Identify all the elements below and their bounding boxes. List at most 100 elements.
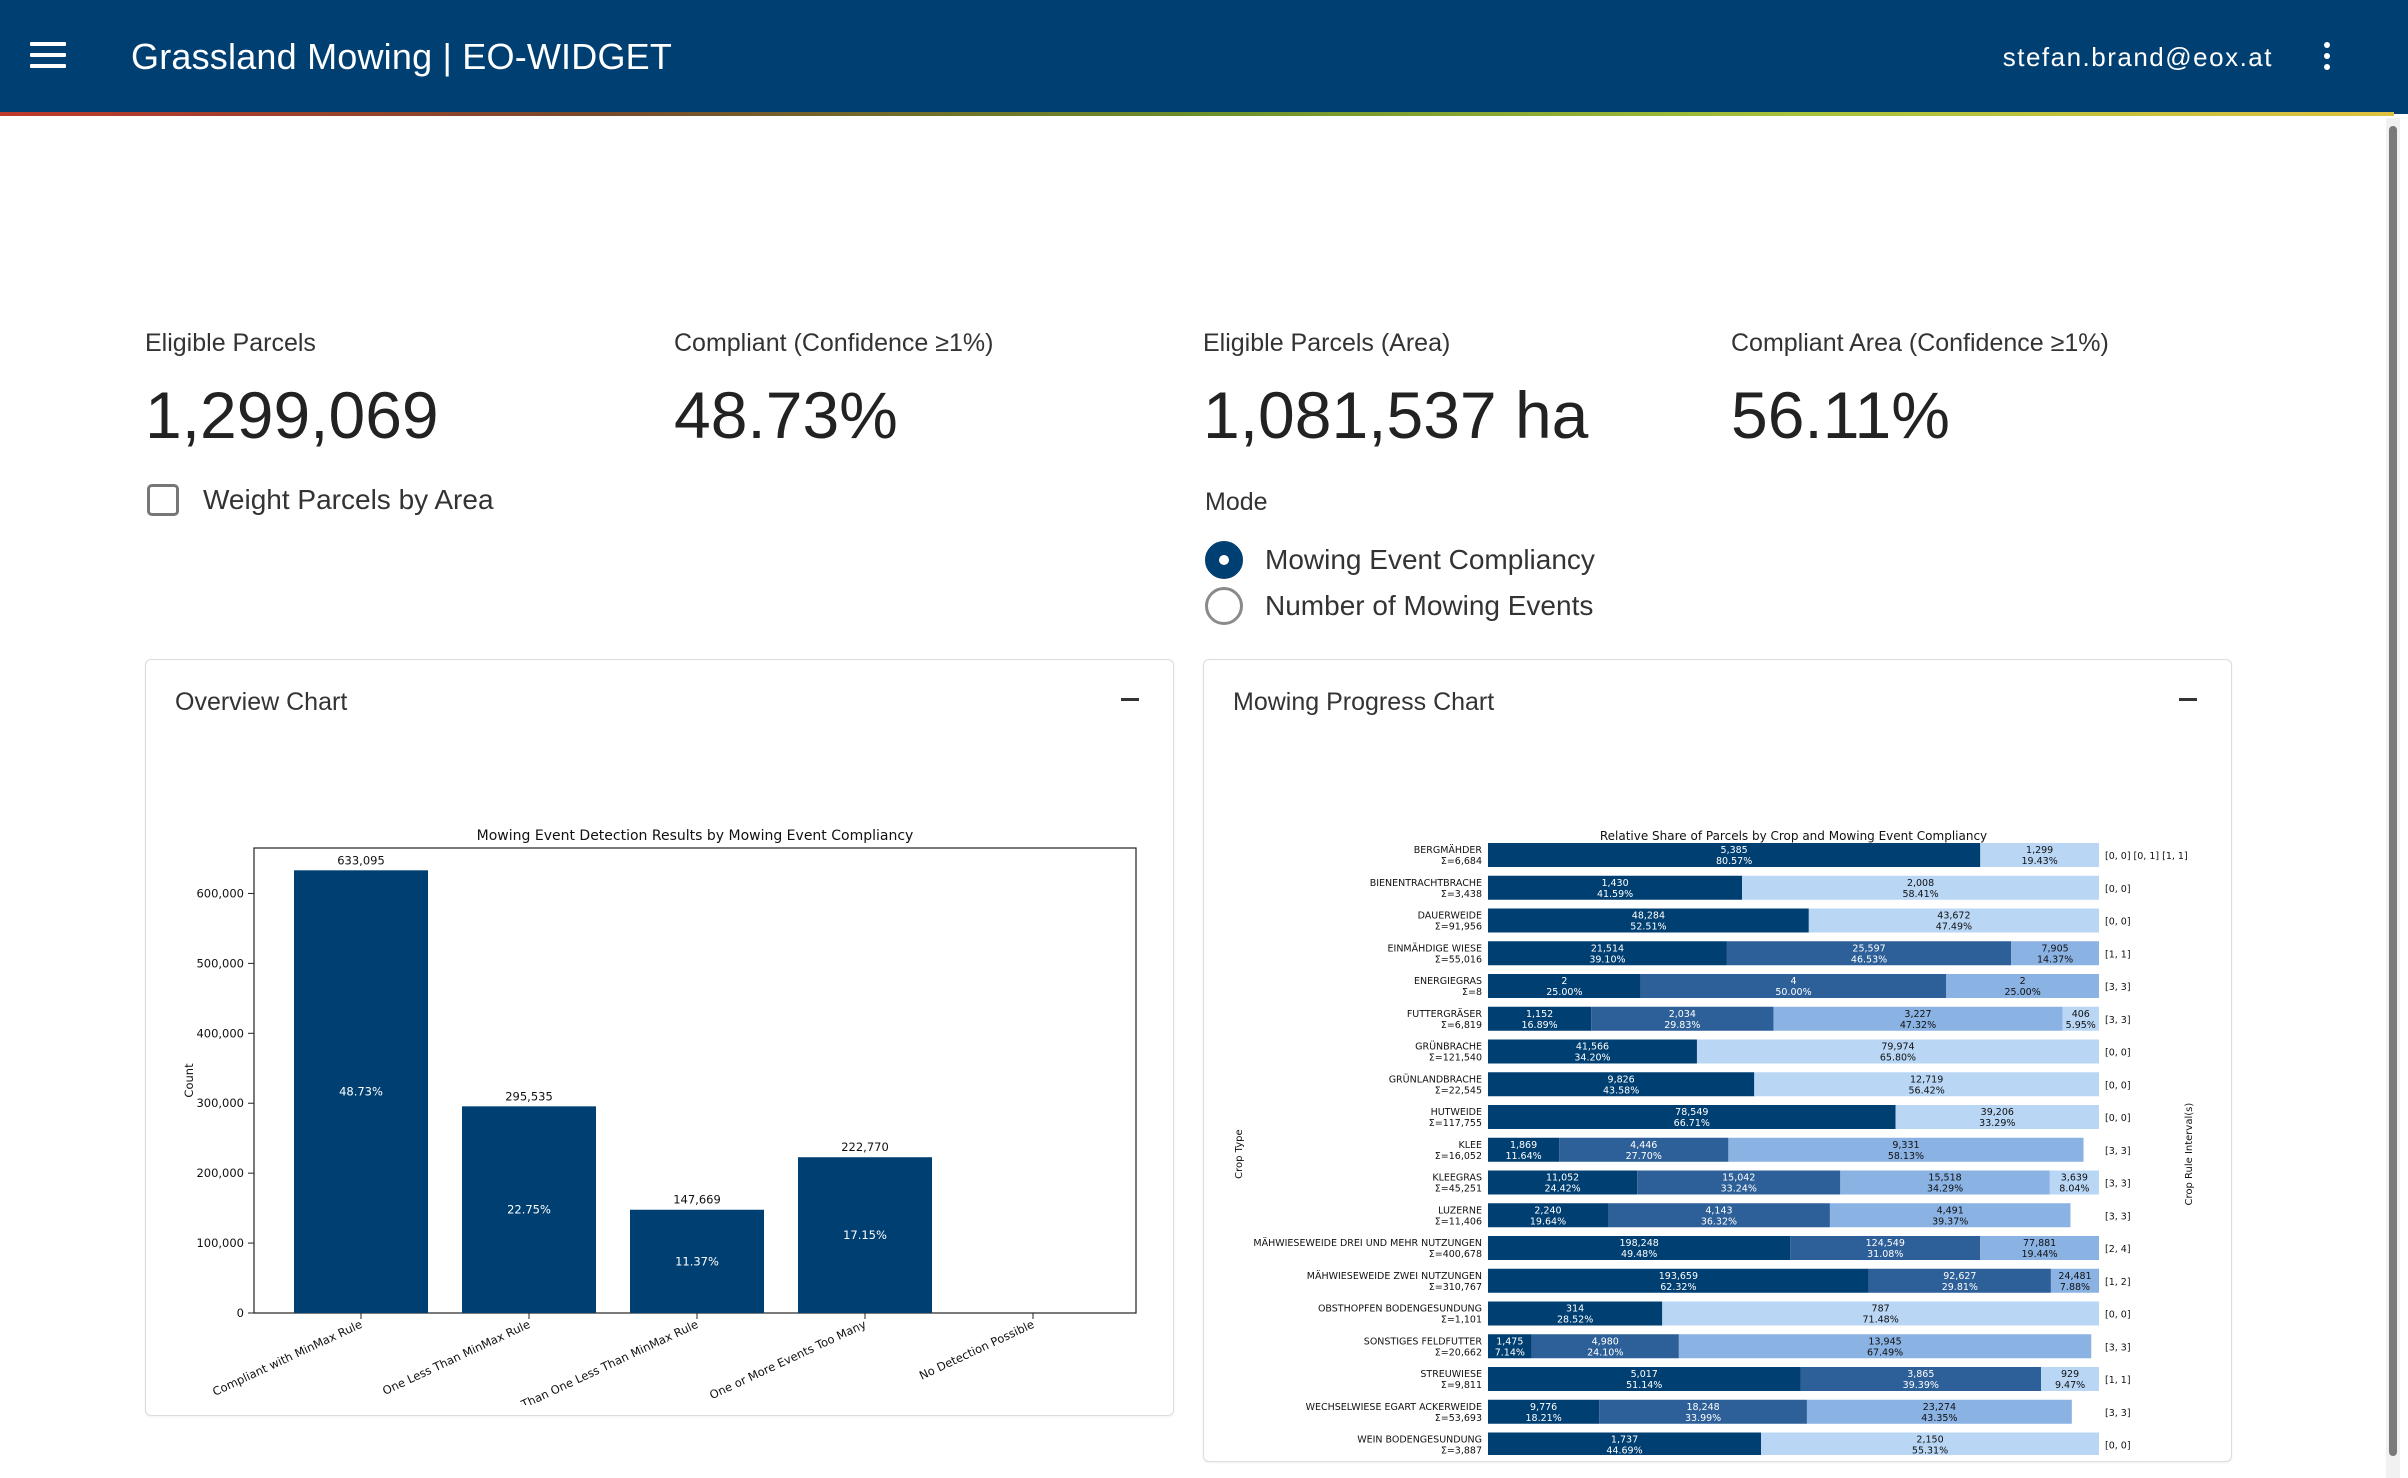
segment-percent-label: 33.99% [1685, 1413, 1721, 1424]
crop-interval-label: [3, 3] [2105, 1211, 2131, 1222]
stack-segment [1488, 1268, 1869, 1293]
crop-total-label: Σ=91,956 [1435, 922, 1482, 933]
crop-interval-label: [3, 3] [2105, 982, 2131, 993]
crop-total-label: Σ=1,101 [1441, 1315, 1482, 1326]
segment-percent-label: 39.10% [1589, 954, 1625, 965]
segment-count-label: 9,331 [1892, 1140, 1919, 1151]
mode-option-number-events[interactable]: Number of Mowing Events [1205, 587, 1593, 625]
crop-total-label: Σ=45,251 [1435, 1184, 1482, 1195]
segment-count-label: 3,865 [1907, 1369, 1934, 1380]
minimize-icon[interactable] [1121, 698, 1139, 701]
segment-count-label: 24,481 [2058, 1271, 2091, 1282]
bar-percent-label: 11.37% [675, 1254, 719, 1268]
menu-icon[interactable] [30, 42, 66, 70]
crop-interval-label: [0, 0] [2105, 884, 2131, 895]
stack-segment [2049, 1170, 2099, 1195]
stack-segment [1868, 1268, 2051, 1293]
segment-count-label: 1,152 [1526, 1009, 1553, 1020]
user-email[interactable]: stefan.brand@eox.at [2002, 42, 2273, 72]
segment-count-label: 9,776 [1530, 1402, 1557, 1413]
crop-label: WEIN BODENGESUNDUNG [1357, 1435, 1482, 1446]
crop-total-label: Σ=9,811 [1441, 1380, 1482, 1391]
segment-percent-label: 46.53% [1851, 954, 1887, 965]
radio-number-events[interactable] [1205, 587, 1243, 625]
crop-total-label: Σ=6,684 [1441, 856, 1482, 867]
segment-count-label: 78,549 [1675, 1107, 1708, 1118]
weight-by-area-label: Weight Parcels by Area [203, 484, 494, 515]
crop-label: HUTWEIDE [1431, 1107, 1482, 1118]
crop-total-label: Σ=11,406 [1435, 1216, 1482, 1227]
segment-percent-label: 25.00% [2005, 987, 2041, 998]
segment-percent-label: 55.31% [1912, 1446, 1948, 1456]
crop-interval-label: [3, 3] [2105, 1408, 2131, 1419]
weight-by-area-checkbox[interactable] [147, 484, 179, 516]
stack-segment [1488, 974, 1641, 998]
stack-segment [1488, 1432, 1762, 1455]
y-tick-label: 0 [237, 1306, 244, 1320]
stack-segment [2062, 1006, 2099, 1031]
segment-count-label: 2 [1561, 976, 1567, 987]
stack-segment [1806, 1399, 2072, 1424]
segment-percent-label: 7.14% [1495, 1347, 1525, 1358]
more-vert-icon[interactable] [2322, 42, 2332, 72]
stack-segment [1790, 1236, 1981, 1260]
crop-interval-label: [0, 0] [2105, 1441, 2131, 1452]
stat-label: Eligible Parcels [145, 329, 316, 357]
stack-segment [1742, 875, 2099, 900]
crop-total-label: Σ=53,693 [1435, 1413, 1482, 1424]
segment-count-label: 13,945 [1868, 1336, 1901, 1347]
scrollbar[interactable] [2386, 118, 2400, 1478]
segment-count-label: 1,430 [1601, 878, 1628, 889]
minimize-icon[interactable] [2179, 698, 2197, 701]
segment-count-label: 124,549 [1866, 1238, 1905, 1249]
crop-interval-label: [1, 2] [2105, 1277, 2131, 1288]
segment-count-label: 92,627 [1943, 1271, 1976, 1282]
scrollbar-thumb[interactable] [2389, 126, 2397, 1456]
segment-percent-label: 11.64% [1505, 1151, 1541, 1162]
radio-compliancy-label: Mowing Event Compliancy [1265, 544, 1595, 575]
crop-label: WECHSELWIESE EGART ACKERWEIDE [1306, 1402, 1482, 1413]
crop-interval-label: [0, 0] [2105, 1310, 2131, 1321]
stack-segment [1754, 1072, 2099, 1097]
bar [462, 1106, 596, 1313]
overview-card-title: Overview Chart [175, 688, 348, 716]
y-tick-label: 200,000 [196, 1166, 244, 1180]
mode-label: Mode [1205, 488, 1268, 516]
crop-label: GRÜNBRACHE [1415, 1042, 1482, 1053]
chart-title: Mowing Event Detection Results by Mowing… [477, 828, 914, 844]
stack-segment [2041, 1367, 2099, 1391]
segment-count-label: 12,719 [1910, 1074, 1943, 1085]
crop-total-label: Σ=3,887 [1441, 1446, 1482, 1456]
segment-count-label: 2,150 [1916, 1435, 1943, 1446]
stack-segment [1895, 1105, 2099, 1129]
mode-option-compliancy[interactable]: Mowing Event Compliancy [1205, 541, 1595, 579]
segment-percent-label: 14.37% [2037, 954, 2073, 965]
y2-axis-label: Crop Rule Interval(s) [2184, 1103, 2195, 1206]
segment-count-label: 15,518 [1928, 1173, 1961, 1184]
crop-label: OBSTHOPFEN BODENGESUNDUNG [1318, 1304, 1482, 1315]
stack-segment [1488, 1137, 1560, 1162]
crop-total-label: Σ=16,052 [1435, 1151, 1482, 1162]
segment-percent-label: 52.51% [1630, 922, 1666, 933]
y-axis-label: Crop Type [1234, 1129, 1245, 1179]
weight-by-area-checkbox-row[interactable]: Weight Parcels by Area [147, 484, 494, 516]
segment-count-label: 193,659 [1659, 1271, 1698, 1282]
segment-count-label: 41,566 [1576, 1042, 1609, 1053]
segment-percent-label: 25.00% [1546, 987, 1582, 998]
stack-segment [1488, 1399, 1600, 1424]
segment-count-label: 314 [1566, 1304, 1584, 1315]
segment-percent-label: 43.35% [1921, 1413, 1957, 1424]
stack-segment [1637, 1170, 1841, 1195]
segment-count-label: 5,385 [1721, 845, 1748, 856]
stack-segment [1761, 1432, 2099, 1455]
crop-label: GRÜNLANDBRACHE [1389, 1074, 1482, 1085]
segment-percent-label: 7.88% [2060, 1282, 2090, 1293]
segment-count-label: 1,299 [2026, 845, 2053, 856]
radio-compliancy[interactable] [1205, 541, 1243, 579]
y-tick-label: 100,000 [196, 1236, 244, 1250]
y-tick-label: 300,000 [196, 1096, 244, 1110]
crop-label: MÄHWIESEWEIDE DREI UND MEHR NUTZUNGEN [1253, 1238, 1482, 1249]
x-tick-label: No Detection Possible [917, 1317, 1036, 1383]
segment-percent-label: 39.37% [1932, 1216, 1968, 1227]
stack-segment [1829, 1203, 2071, 1228]
